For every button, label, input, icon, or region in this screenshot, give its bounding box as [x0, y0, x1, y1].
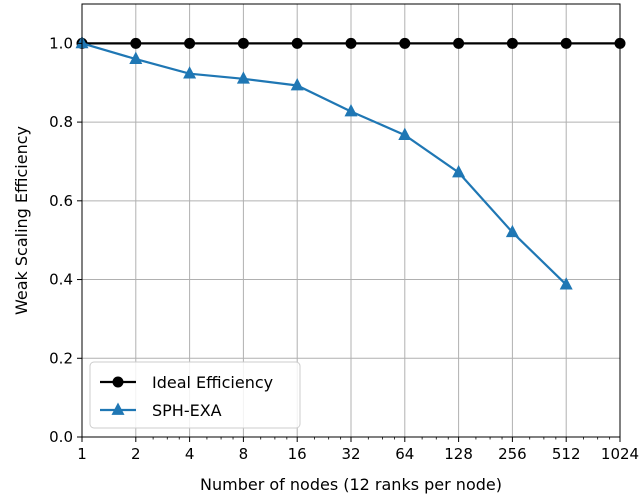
data-point — [291, 37, 303, 49]
y-tick-label: 1.0 — [49, 34, 73, 52]
data-point — [130, 37, 142, 49]
x-tick-label: 256 — [498, 445, 527, 463]
y-tick-label: 0.8 — [49, 113, 73, 131]
data-point — [506, 37, 518, 49]
x-axis: 1 2 4 8 16 32 64 128 256 512 1024 — [77, 437, 639, 463]
x-tick-label: 4 — [185, 445, 195, 463]
y-tick-label: 0.2 — [49, 349, 73, 367]
x-tick-label: 1024 — [601, 445, 639, 463]
data-point — [559, 277, 573, 290]
y-axis: 0.0 0.2 0.4 0.6 0.8 1.0 — [49, 34, 82, 446]
data-point — [290, 78, 304, 91]
data-point — [453, 37, 465, 49]
x-tick-label: 512 — [552, 445, 581, 463]
legend: Ideal Efficiency SPH-EXA — [89, 361, 301, 429]
legend-label: SPH-EXA — [152, 401, 222, 420]
x-tick-label: 1 — [77, 445, 87, 463]
x-axis-label: Number of nodes (12 ranks per node) — [200, 475, 502, 494]
series-line — [81, 42, 567, 286]
data-point — [184, 37, 196, 49]
x-tick-label: 64 — [395, 445, 414, 463]
x-tick-label: 16 — [288, 445, 307, 463]
y-tick-label: 0.0 — [49, 428, 73, 446]
data-point — [129, 51, 143, 64]
legend-item: Ideal Efficiency — [100, 373, 273, 392]
x-tick-label: 128 — [444, 445, 473, 463]
data-point — [560, 37, 572, 49]
x-tick-label: 32 — [341, 445, 360, 463]
legend-box — [89, 361, 301, 429]
data-point — [183, 66, 197, 79]
data-point — [345, 37, 357, 49]
data-point — [505, 224, 519, 238]
y-axis-label: Weak Scaling Efficiency — [12, 126, 31, 315]
data-point — [452, 165, 466, 178]
legend-item: SPH-EXA — [100, 401, 222, 420]
data-point — [399, 37, 411, 49]
data-point — [237, 37, 249, 49]
x-tick-label: 8 — [239, 445, 249, 463]
legend-label: Ideal Efficiency — [152, 373, 273, 392]
legend-marker — [111, 402, 125, 415]
data-point — [344, 103, 358, 117]
y-tick-label: 0.6 — [49, 192, 73, 210]
data-point — [398, 127, 412, 140]
data-point — [236, 71, 250, 84]
legend-marker — [112, 376, 124, 388]
x-tick-label: 2 — [131, 445, 141, 463]
series-sph-exa — [75, 35, 573, 290]
y-tick-label: 0.4 — [49, 271, 73, 289]
